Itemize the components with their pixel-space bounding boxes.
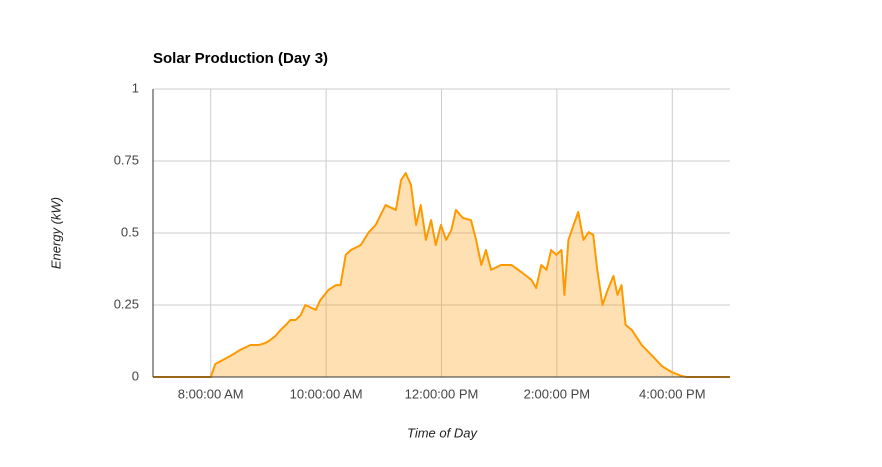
y-tick-label: 0.25 [114, 296, 139, 311]
x-tick-label: 12:00:00 PM [405, 386, 479, 401]
y-tick-label: 0.5 [121, 224, 139, 239]
y-tick-label: 0 [132, 368, 139, 383]
y-tick-label: 1 [132, 80, 139, 95]
x-tick-label: 8:00:00 AM [178, 386, 244, 401]
x-tick-label: 4:00:00 PM [639, 386, 706, 401]
y-tick-label: 0.75 [114, 152, 139, 167]
series-line [153, 172, 730, 378]
y-axis-title: Energy (kW) [48, 197, 63, 269]
x-tick-label: 10:00:00 AM [290, 386, 363, 401]
area-fill [153, 173, 730, 377]
x-axis-title: Time of Day [407, 425, 478, 440]
x-tick-label: 2:00:00 PM [524, 386, 591, 401]
chart-title: Solar Production (Day 3) [153, 50, 328, 67]
